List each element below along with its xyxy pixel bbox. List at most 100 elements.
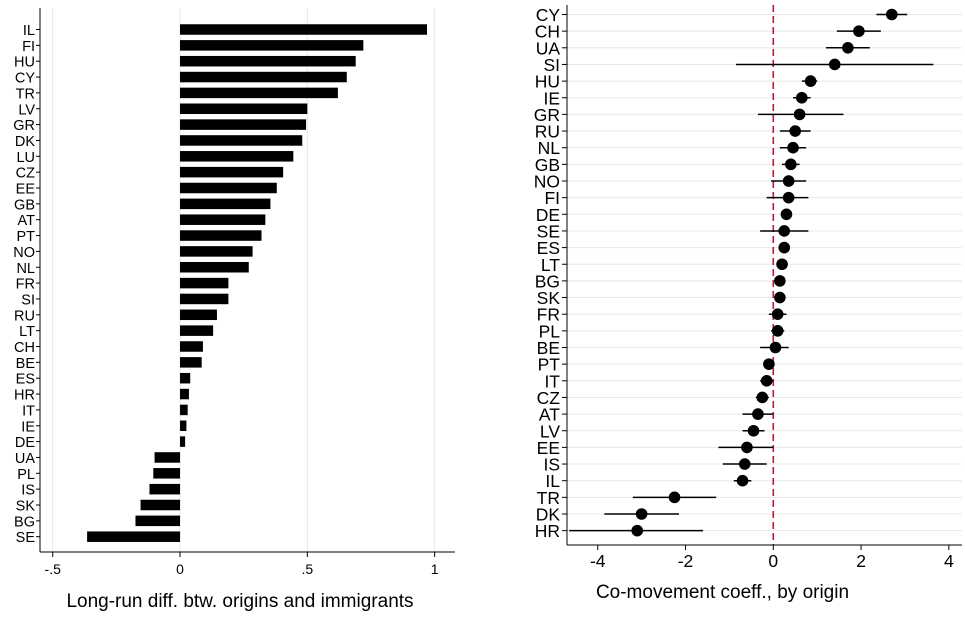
y-label-sk: SK <box>537 288 561 308</box>
y-label-nl: NL <box>538 138 561 158</box>
y-label-ru: RU <box>14 308 35 324</box>
y-label-ee: EE <box>16 182 36 198</box>
y-label-lu: LU <box>16 150 35 166</box>
point-bg <box>774 275 786 287</box>
y-label-lv: LV <box>18 102 35 118</box>
bar-cy <box>180 71 347 83</box>
y-label-cz: CZ <box>16 166 35 182</box>
y-label-dk: DK <box>15 134 35 150</box>
bar-ua <box>154 452 181 463</box>
y-label-hr: HR <box>535 521 560 541</box>
bar-be <box>180 357 202 368</box>
bar-it <box>180 404 188 416</box>
y-label-lv: LV <box>540 421 560 441</box>
point-it <box>760 375 773 387</box>
point-gr <box>793 108 806 121</box>
left-bars <box>87 24 427 542</box>
y-label-sk: SK <box>16 499 36 515</box>
point-cy <box>885 8 898 21</box>
bar-nl <box>180 262 249 273</box>
y-label-fi: FI <box>544 188 560 208</box>
left-x-ticks: -.5 0 .5 1 <box>45 552 439 577</box>
co-movement-coefficient-plot: CYCHUASIHUIEGRRUNLGBNOFIDESEESLTBGSKFRPL… <box>534 5 962 571</box>
y-label-si: SI <box>21 292 35 308</box>
bar-dk <box>180 135 303 146</box>
point-si <box>828 58 841 71</box>
bar-lv <box>180 103 308 114</box>
bar-es <box>180 372 191 384</box>
point-gb <box>785 158 797 171</box>
right-confidence-intervals <box>569 13 934 532</box>
bar-ee <box>180 182 277 194</box>
bar-lt <box>180 325 214 336</box>
point-lv <box>747 424 760 437</box>
bar-is <box>149 483 181 495</box>
y-label-ru: RU <box>535 122 560 142</box>
bar-il <box>180 24 427 35</box>
y-label-lt: LT <box>19 324 35 340</box>
y-label-cz: CZ <box>537 388 561 408</box>
y-label-is: IS <box>543 455 560 475</box>
point-no <box>782 175 795 187</box>
right-gridlines <box>567 14 962 532</box>
y-label-pl: PL <box>17 467 35 483</box>
y-label-se: SE <box>16 530 36 546</box>
point-be <box>769 341 782 354</box>
bar-tr <box>180 87 338 99</box>
point-ua <box>842 42 854 54</box>
left-y-tick-labels: ILFIHUCYTRLVGRDKLUCZEEGBATPTNONLFRSIRULT… <box>13 23 35 546</box>
right-x-tick-label: 4 <box>944 551 954 571</box>
left-axes <box>36 8 455 553</box>
y-label-ie: IE <box>543 88 560 108</box>
y-label-tr: TR <box>537 488 560 508</box>
y-label-se: SE <box>537 221 560 241</box>
bar-si <box>180 293 229 305</box>
bar-gb <box>180 198 271 210</box>
right-x-tick-label: -4 <box>590 551 606 571</box>
point-is <box>738 458 751 470</box>
bar-se <box>87 531 181 542</box>
y-label-be: BE <box>16 356 36 372</box>
right-x-ticks: -4 -2 0 2 4 <box>590 545 954 571</box>
y-label-pt: PT <box>538 355 561 375</box>
point-ee <box>741 441 753 454</box>
bar-ie <box>180 420 187 431</box>
point-ie <box>796 91 808 104</box>
y-label-nl: NL <box>16 261 35 277</box>
y-label-ie: IE <box>21 419 35 435</box>
y-label-it: IT <box>22 403 35 419</box>
point-at <box>752 408 764 420</box>
y-label-gb: GB <box>14 197 35 213</box>
y-label-fr: FR <box>16 277 35 293</box>
y-label-is: IS <box>21 483 35 499</box>
y-label-il: IL <box>23 23 35 39</box>
bar-no <box>180 246 253 257</box>
left-x-tick-label: 1 <box>431 561 439 577</box>
left-x-axis-title: Long-run diff. btw. origins and immigran… <box>66 591 414 612</box>
y-label-ee: EE <box>537 438 560 458</box>
right-x-axis-title: Co-movement coeff., by origin <box>595 582 850 603</box>
bar-lu <box>180 151 294 162</box>
bar-cz <box>180 166 284 178</box>
y-label-ch: CH <box>535 22 560 42</box>
y-label-fr: FR <box>537 305 560 325</box>
y-label-ua: UA <box>15 451 35 467</box>
right-y-tick-labels: CYCHUASIHUIEGRRUNLGBNOFIDESEESLTBGSKFRPL… <box>534 5 561 541</box>
y-label-gb: GB <box>535 155 560 175</box>
point-ru <box>789 125 802 137</box>
left-chart-panel: IL FI HU CY TR LV GR DK LU CZ EE GB AT PT NO NL FR SI RU LT… <box>0 0 480 619</box>
y-label-gr: GR <box>13 118 35 134</box>
y-label-pt: PT <box>16 229 35 245</box>
bar-pt <box>180 230 262 241</box>
y-label-ch: CH <box>14 340 35 356</box>
bar-ru <box>180 309 217 321</box>
y-label-no: NO <box>13 245 35 261</box>
bar-hr <box>180 388 189 400</box>
point-es <box>778 241 791 254</box>
y-label-at: AT <box>18 213 36 229</box>
point-cz <box>756 391 769 404</box>
point-hr <box>631 524 644 537</box>
bar-de <box>180 436 186 447</box>
y-label-cy: CY <box>15 71 35 87</box>
point-se <box>778 225 791 237</box>
